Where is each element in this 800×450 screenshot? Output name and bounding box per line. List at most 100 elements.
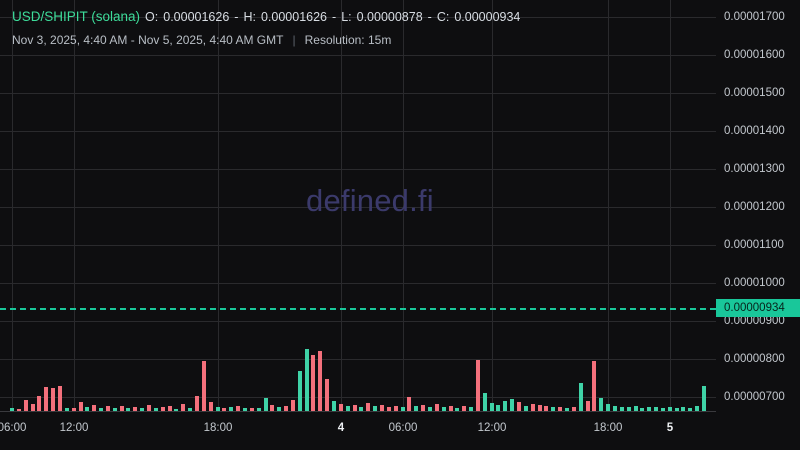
- gridline-horizontal: [0, 93, 716, 94]
- volume-bar: [10, 408, 14, 411]
- volume-bar: [551, 406, 555, 411]
- gridline-horizontal: [0, 283, 716, 284]
- volume-bar: [72, 408, 76, 411]
- volume-bar: [181, 404, 185, 411]
- volume-bar: [305, 349, 309, 411]
- price-tick-label: 0.00001300: [724, 162, 785, 175]
- current-price-value: 0.00000934: [724, 301, 785, 314]
- volume-bar: [284, 406, 288, 411]
- gridline-vertical: [492, 0, 493, 412]
- current-price-badge: 0.00000934: [716, 298, 800, 317]
- price-axis[interactable]: 0.00000934 0.00001700 0.00001600 0.0000150…: [716, 0, 800, 412]
- gridline-horizontal: [0, 169, 716, 170]
- time-axis[interactable]: 06:00 12:00 18:00 4 06:00 12:00 18:00 5: [0, 412, 800, 450]
- volume-bar: [449, 406, 453, 411]
- volume-bar: [599, 397, 603, 411]
- volume-bar: [311, 355, 315, 411]
- volume-bar: [373, 406, 377, 411]
- volume-bar: [503, 400, 507, 411]
- price-tick-label: 0.00001200: [724, 200, 785, 213]
- volume-bar: [483, 393, 487, 411]
- volume-bar: [531, 403, 535, 411]
- volume-bar: [99, 407, 103, 411]
- volume-bar: [517, 401, 521, 411]
- price-tick-label: 0.00001100: [724, 238, 784, 251]
- volume-bar: [31, 403, 35, 411]
- volume-bar: [44, 387, 48, 411]
- gridline-horizontal: [0, 321, 716, 322]
- volume-bar: [291, 399, 295, 411]
- volume-bar: [243, 408, 247, 411]
- volume-bar: [681, 407, 685, 411]
- price-tick-label: 0.00000700: [724, 390, 785, 403]
- time-tick-label: 12:00: [59, 422, 89, 434]
- volume-bar: [407, 396, 411, 411]
- volume-bar: [490, 402, 494, 411]
- volume-bar: [661, 407, 665, 411]
- volume-bar: [229, 407, 233, 411]
- volume-bar: [120, 405, 124, 411]
- gridline-horizontal: [0, 397, 716, 398]
- volume-bar: [17, 408, 21, 411]
- volume-bar: [318, 351, 322, 411]
- volume-bar: [442, 406, 446, 411]
- volume-bar: [65, 407, 69, 411]
- volume-bar: [401, 406, 405, 411]
- volume-bar: [277, 406, 281, 411]
- volume-bar: [476, 360, 480, 411]
- volume-bar: [675, 408, 679, 411]
- volume-bar: [640, 407, 644, 411]
- gridline-horizontal: [0, 245, 716, 246]
- volume-bar: [695, 406, 699, 411]
- price-tick-label: 0.00001600: [724, 49, 785, 62]
- volume-bar: [359, 406, 363, 411]
- price-tick-label: 0.00000800: [724, 352, 785, 365]
- volume-bar: [209, 401, 213, 411]
- volume-bar: [85, 407, 89, 411]
- volume-bar: [592, 361, 596, 411]
- volume-bar: [133, 406, 137, 411]
- volume-bar: [24, 399, 28, 411]
- grid-layer: [0, 0, 716, 412]
- gridline-vertical: [218, 0, 219, 412]
- time-tick-label: 06:00: [0, 422, 27, 434]
- volume-bar: [613, 405, 617, 411]
- time-tick-label: 12:00: [477, 422, 507, 434]
- volume-bar: [654, 407, 658, 411]
- time-tick-label: 4: [337, 422, 345, 434]
- volume-bar: [298, 370, 302, 411]
- gridline-vertical: [341, 0, 342, 412]
- volume-bar: [140, 408, 144, 411]
- volume-bar: [325, 378, 329, 411]
- gridline-vertical: [670, 0, 671, 412]
- volume-bar: [586, 400, 590, 411]
- chart-plot-area[interactable]: defined.fi: [0, 0, 716, 412]
- volume-bar: [222, 407, 226, 411]
- gridline-horizontal: [0, 359, 716, 360]
- volume-bar: [195, 395, 199, 411]
- price-tick-label: 0.00001000: [724, 276, 785, 289]
- gridline-vertical: [403, 0, 404, 412]
- volume-bar: [92, 404, 96, 411]
- price-tick-label: 0.00000900: [724, 314, 785, 327]
- volume-bar: [332, 400, 336, 411]
- volume-bar: [161, 407, 165, 411]
- volume-bar: [106, 406, 110, 411]
- gridline-horizontal: [0, 17, 716, 18]
- volume-bar: [113, 408, 117, 411]
- volume-bar: [37, 395, 41, 411]
- volume-bar: [168, 406, 172, 411]
- volume-bar: [51, 388, 55, 411]
- volume-bar: [154, 407, 158, 411]
- volume-bar: [538, 404, 542, 411]
- volume-bar: [353, 404, 357, 411]
- gridline-horizontal: [0, 131, 716, 132]
- volume-bar: [565, 407, 569, 411]
- volume-bar: [216, 406, 220, 411]
- volume-bar: [496, 404, 500, 411]
- volume-bar: [236, 406, 240, 411]
- volume-bar: [627, 407, 631, 411]
- watermark: defined.fi: [306, 183, 434, 218]
- volume-bar: [188, 407, 192, 411]
- volume-bar: [174, 408, 178, 411]
